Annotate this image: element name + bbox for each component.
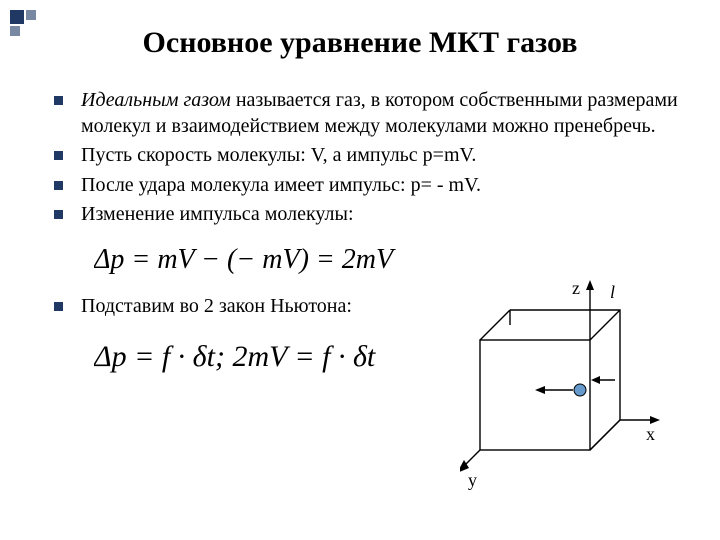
- svg-text:Δp = mV − (− mV) = 2mV: Δp = mV − (− mV) = 2mV: [94, 244, 396, 275]
- italic-term: Идеальным газом: [81, 89, 231, 111]
- bullet-marker-icon: [54, 96, 63, 105]
- formula-svg: Δp = f · δt; 2mV = f · δt: [94, 338, 474, 378]
- bullet-text: Изменение импульса молекулы:: [81, 202, 690, 228]
- svg-text:Δp = f · δt; 2mV = f · δt: Δp = f · δt; 2mV = f · δt: [94, 340, 376, 373]
- bullet-marker-icon: [54, 181, 63, 190]
- bullet-text: После удара молекула имеет импульс: p= -…: [81, 173, 690, 199]
- formula-1: Δp = mV − (− mV) = 2mV: [54, 242, 690, 278]
- formula-svg: Δp = mV − (− mV) = 2mV: [94, 242, 424, 278]
- bullet-marker-icon: [54, 151, 63, 160]
- axis-y-label: y: [468, 470, 477, 490]
- bullet-marker-icon: [54, 210, 63, 219]
- bullet-text: Пусть скорость молекулы: V, а импульс p=…: [81, 143, 690, 169]
- axis-z-label: z: [572, 280, 580, 298]
- bullet-marker-icon: [54, 302, 63, 311]
- slide-title: Основное уравнение МКТ газов: [0, 0, 720, 88]
- cube-side-label: l: [610, 282, 615, 302]
- bullet-text: Идеальным газом называется газ, в которо…: [81, 88, 690, 139]
- bullet-item: Идеальным газом называется газ, в которо…: [54, 88, 690, 139]
- bullet-item: Изменение импульса молекулы:: [54, 202, 690, 228]
- bullet-item: После удара молекула имеет импульс: p= -…: [54, 173, 690, 199]
- bullet-item: Пусть скорость молекулы: V, а импульс p=…: [54, 143, 690, 169]
- axis-x-label: x: [646, 424, 655, 444]
- cube-svg: z l x y: [460, 280, 660, 520]
- cube-diagram: z l x y: [460, 280, 660, 520]
